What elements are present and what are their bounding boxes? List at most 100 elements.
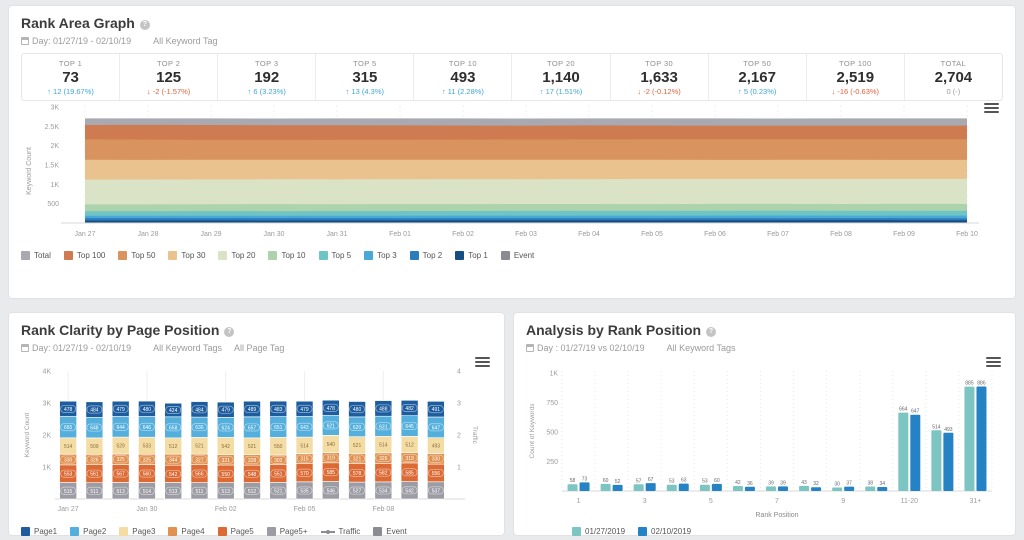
svg-text:484: 484 [195,407,204,413]
color-swatch-icon [63,251,73,260]
svg-text:482: 482 [405,406,414,412]
svg-text:651: 651 [274,425,283,431]
stat-top-100[interactable]: TOP 100 2,519 ↓ -16 (-0.63%) [807,54,905,100]
stat-value: 2,167 [738,69,776,86]
stat-top-50[interactable]: TOP 50 2,167 ↑ 5 (0.23%) [709,54,807,100]
svg-text:566: 566 [195,472,204,478]
svg-text:556: 556 [432,471,441,477]
legend-item-page2[interactable]: Page2 [70,527,106,536]
legend-item-page3[interactable]: Page3 [119,527,155,536]
legend-item-top-30[interactable]: Top 30 [168,251,205,260]
color-swatch-icon [21,251,30,260]
svg-text:32: 32 [813,481,819,487]
legend-item-page4[interactable]: Page4 [168,527,205,536]
stat-top-30[interactable]: TOP 30 1,633 ↓ -2 (-0.12%) [611,54,709,100]
svg-text:647: 647 [911,409,920,415]
svg-text:319: 319 [405,456,414,462]
legend-item-top-50[interactable]: Top 50 [118,251,155,260]
stat-value: 493 [450,69,476,86]
keyword-tag-filter: All Keyword Tag [153,36,218,46]
svg-text:250: 250 [546,459,558,466]
svg-text:515: 515 [64,489,73,495]
svg-text:886: 886 [977,380,986,386]
page-position-bar-chart[interactable]: 1K 1 2K 2 3K 3 4K 4 Keyword Count Traffic 515 553 33… [21,367,494,525]
date-range: Day: 01/27/19 - 02/10/19 [32,343,132,353]
svg-text:Jan 30: Jan 30 [263,231,284,238]
color-swatch-icon [218,251,228,260]
legend-item-traffic[interactable]: Traffic [320,527,360,536]
color-swatch-icon [21,527,30,536]
stat-top-20[interactable]: TOP 20 1,140 ↑ 17 (1.51%) [512,54,611,100]
stat-top-10[interactable]: TOP 10 493 ↑ 11 (2.28%) [414,54,513,100]
svg-text:3K: 3K [50,105,59,112]
chart-menu-icon[interactable] [475,355,490,369]
svg-text:657: 657 [248,425,257,431]
help-icon[interactable]: ? [706,327,717,337]
svg-text:4K: 4K [42,369,51,376]
legend-item-page5+[interactable]: Page5+ [266,527,308,536]
svg-text:424: 424 [169,408,178,414]
legend-item-page1[interactable]: Page1 [21,527,57,536]
date-range: Day : 01/27/19 vs 02/10/19 [537,343,645,353]
stat-label: TOP 20 [547,59,575,68]
legend-item-event[interactable]: Event [373,527,407,536]
svg-text:319: 319 [327,456,336,462]
legend-item-page5[interactable]: Page5 [217,527,254,536]
svg-text:2: 2 [457,433,461,440]
date-range: Day: 01/27/19 - 02/10/19 [32,36,132,46]
calendar-icon [21,344,29,352]
stat-label: TOP 3 [255,59,279,68]
svg-text:514: 514 [64,444,73,450]
legend-item-top-1[interactable]: Top 1 [455,251,488,260]
svg-text:509: 509 [90,444,99,450]
svg-text:315: 315 [300,457,309,463]
legend-item-top-100[interactable]: Top 100 [63,251,105,260]
stat-top-3[interactable]: TOP 3 192 ↑ 6 (3.23%) [218,54,317,100]
legend-item-top-3[interactable]: Top 3 [364,251,397,260]
svg-text:1.5K: 1.5K [45,163,60,170]
chart-menu-icon[interactable] [984,101,999,115]
svg-text:512: 512 [248,489,257,495]
svg-text:521: 521 [353,443,362,449]
svg-text:Rank Position: Rank Position [755,512,798,519]
svg-text:Feb 02: Feb 02 [215,506,237,513]
stat-total[interactable]: TOTAL 2,704 0 (-) [905,54,1002,100]
svg-text:537: 537 [432,488,441,494]
legend-item-02-10-2019[interactable]: 02/10/2019 [638,527,691,536]
rank-chart-legend: 01/27/2019 02/10/2019 [572,527,1003,536]
stat-top-1[interactable]: TOP 1 73 ↑ 12 (19.67%) [22,54,121,100]
stat-value: 73 [62,69,79,86]
svg-text:52: 52 [615,479,621,485]
stat-top-5[interactable]: TOP 5 315 ↑ 13 (4.3%) [316,54,415,100]
legend-item-top-20[interactable]: Top 20 [218,251,255,260]
help-icon[interactable]: ? [224,327,235,337]
stat-label: TOP 30 [645,59,674,68]
svg-text:Feb 05: Feb 05 [641,231,663,238]
svg-text:1: 1 [457,465,461,472]
page-title: Rank Area Graph [21,15,135,31]
svg-text:513: 513 [222,489,231,495]
svg-text:39: 39 [780,480,786,486]
legend-item-top-2[interactable]: Top 2 [409,251,442,260]
svg-text:327: 327 [195,457,204,463]
svg-text:582: 582 [379,471,388,477]
svg-text:330: 330 [64,458,73,464]
chart-menu-icon[interactable] [986,355,1001,369]
stat-top-2[interactable]: TOP 2 125 ↓ -2 (-1.57%) [120,54,219,100]
panel-header: Rank Clarity by Page Position? [21,322,492,340]
stat-value: 125 [156,69,182,86]
legend-item-01-27-2019[interactable]: 01/27/2019 [572,527,625,536]
rank-area-chart[interactable]: 500 1K 1.5K 2K 2.5K 3K Keyword Count Jan 27 Jan … [21,101,1003,249]
svg-text:585: 585 [327,470,336,476]
legend-item-top-10[interactable]: Top 10 [268,251,306,260]
svg-text:513: 513 [116,489,125,495]
legend-item-top-5[interactable]: Top 5 [318,251,351,260]
stat-value: 2,519 [836,69,875,86]
legend-item-total[interactable]: Total [21,251,51,260]
legend-item-event[interactable]: Event [500,251,534,260]
svg-text:67: 67 [648,477,654,483]
help-icon[interactable]: ? [139,20,150,30]
svg-text:643: 643 [300,425,309,431]
color-swatch-icon [168,251,178,260]
